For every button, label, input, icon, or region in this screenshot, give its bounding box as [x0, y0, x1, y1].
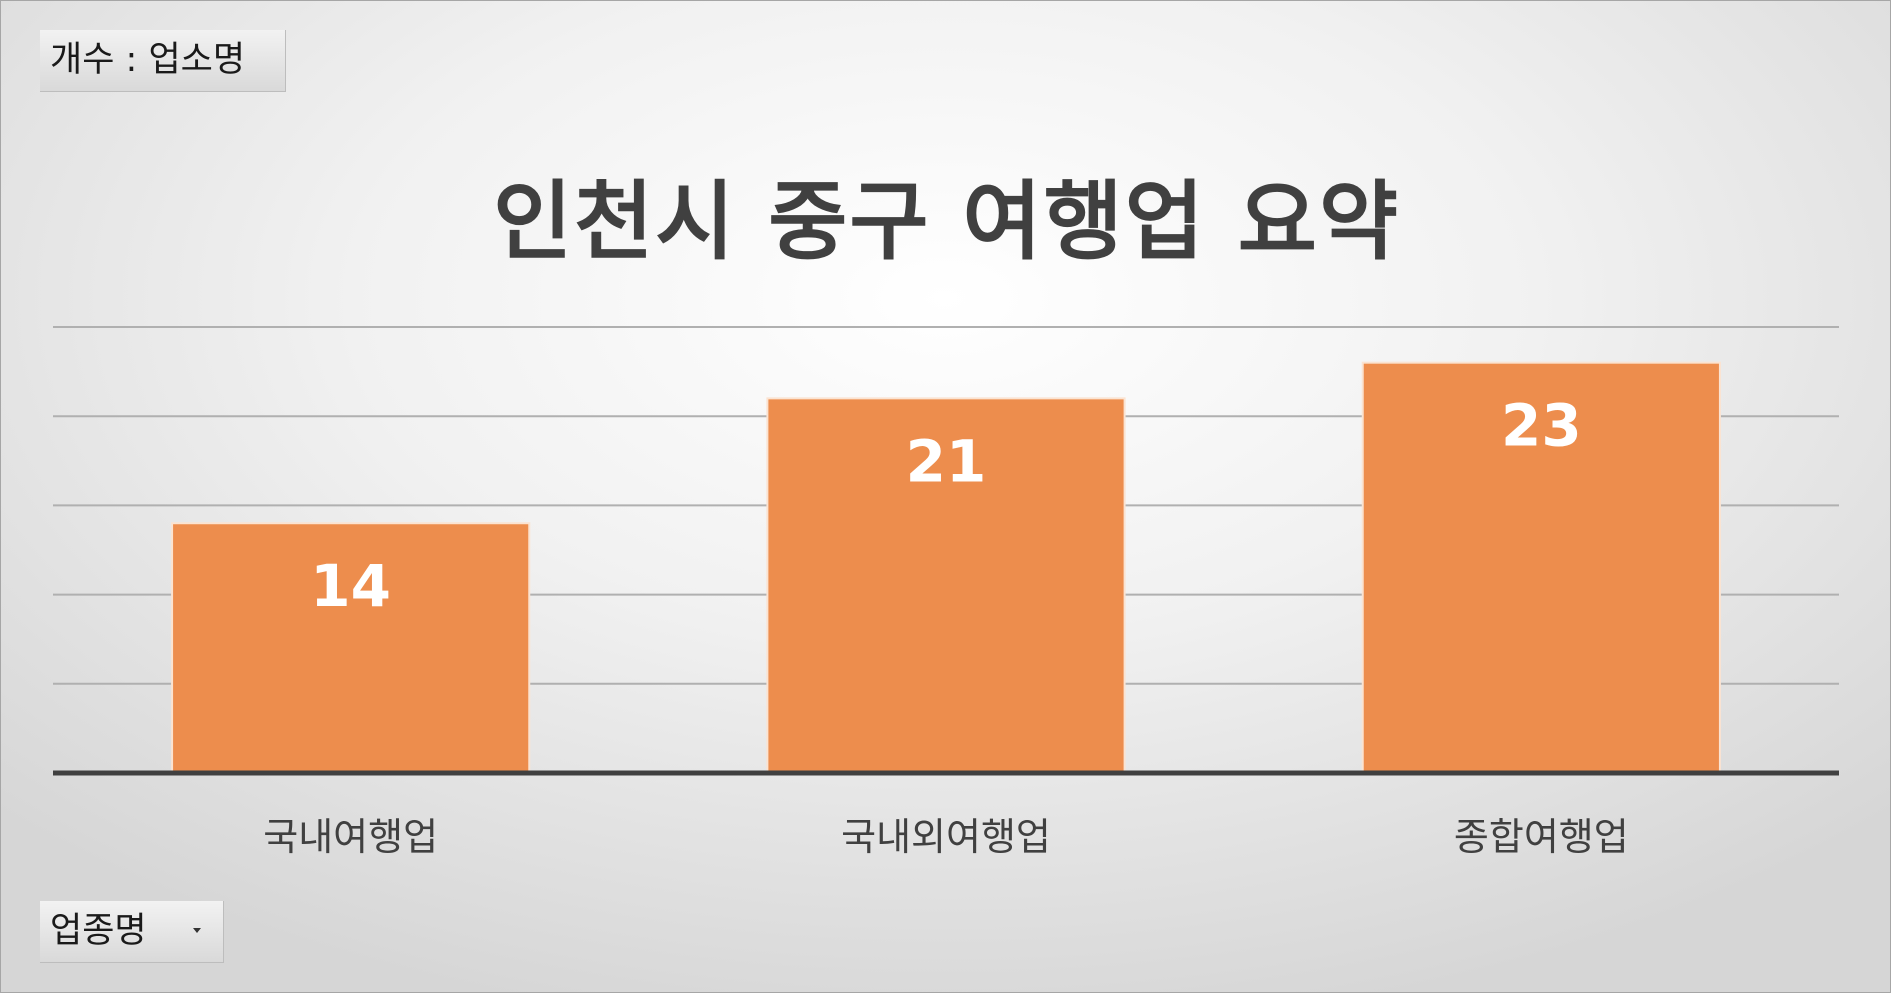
value-field-label: 개수 : 업소명	[50, 40, 246, 80]
chevron-down-icon[interactable]	[193, 928, 201, 933]
category-label: 종합여행업	[1454, 815, 1629, 859]
data-label: 21	[906, 427, 987, 495]
bar-2[interactable]	[766, 397, 1126, 774]
bar-1[interactable]	[171, 522, 531, 774]
bar-3[interactable]	[1361, 361, 1721, 774]
axis-field-button[interactable]: 업종명	[40, 901, 224, 963]
data-label: 23	[1501, 392, 1582, 460]
value-field-button[interactable]: 개수 : 업소명	[40, 30, 286, 92]
category-label: 국내외여행업	[841, 815, 1051, 859]
axis-field-label: 업종명	[50, 911, 147, 951]
category-label: 국내여행업	[263, 815, 438, 859]
data-label: 14	[310, 552, 391, 620]
chart-title: 인천시 중구 여행업 요약	[492, 172, 1401, 272]
